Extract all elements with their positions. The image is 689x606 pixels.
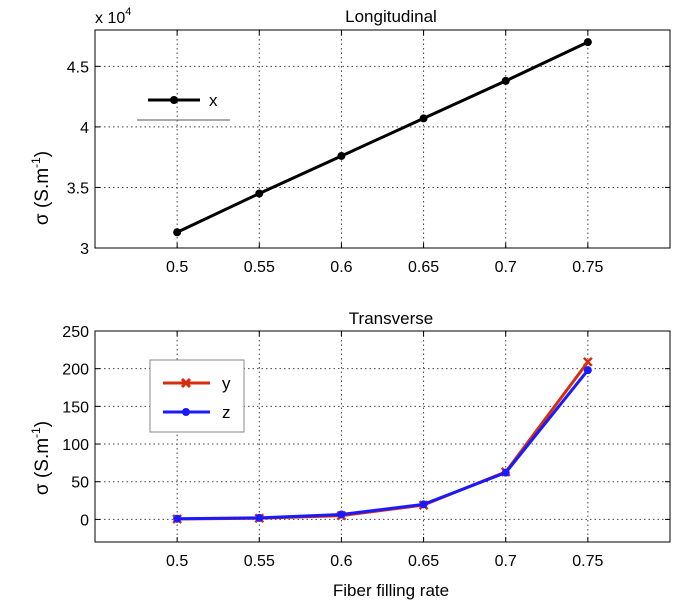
data-point-z (583, 366, 592, 375)
y-tick-label: 50 (71, 475, 89, 492)
legend-marker-x (170, 96, 178, 104)
data-point-x (419, 114, 428, 123)
y-tick-label: 4 (80, 120, 89, 137)
x-tick-label: 0.75 (572, 259, 603, 276)
x-tick-label: 0.5 (166, 553, 188, 570)
legend-label-x: x (209, 91, 218, 110)
data-point-z (419, 500, 428, 509)
data-point-z (173, 514, 182, 523)
legend-marker-y (180, 377, 192, 389)
x-tick-label: 0.5 (166, 259, 188, 276)
data-point-x (337, 151, 346, 160)
legend: y z (149, 359, 245, 433)
legend-box (149, 359, 245, 433)
data-point-x (173, 228, 182, 237)
y-tick-label: 200 (62, 362, 89, 379)
x-tick-label: 0.7 (495, 259, 517, 276)
data-point-z (337, 510, 346, 519)
y-multiplier: x 104 (95, 6, 131, 27)
chart-title: Longitudinal (345, 7, 437, 26)
x-tick-label: 0.7 (495, 553, 517, 570)
series-line-z (177, 369, 590, 521)
data-point-z (255, 513, 264, 522)
data-point-z (501, 468, 510, 477)
x-tick-label: 0.55 (244, 259, 275, 276)
data-point-x (255, 189, 264, 198)
x-tick-label: 0.6 (330, 259, 352, 276)
y-tick-label: 150 (62, 399, 89, 416)
series-line-x (176, 40, 589, 234)
y-tick-label: 4.5 (67, 59, 89, 76)
plot-area-frame (94, 330, 671, 543)
data-point-y (582, 357, 593, 367)
x-tick-label: 0.65 (408, 553, 439, 570)
y-axis-label: σ (S.m-1) (29, 151, 53, 225)
legend: x (137, 91, 230, 121)
x-tick-label: 0.6 (330, 553, 352, 570)
plot-area-frame (94, 29, 671, 249)
transverse-panel: Transverse σ (S.m-1) Fiber filling rate … (29, 309, 671, 600)
chart-title: Transverse (349, 309, 433, 328)
longitudinal-panel: Longitudinal x 104 σ (S.m-1) 0.5 0.55 0.6 0… (29, 6, 671, 276)
y-tick-label: 250 (62, 324, 89, 341)
legend-label-z: z (222, 403, 231, 422)
y-tick-label: 3 (80, 241, 89, 258)
legend-marker-z (182, 408, 190, 416)
y-axis-label: σ (S.m-1) (29, 421, 53, 495)
y-tick-label: 100 (62, 437, 89, 454)
x-tick-label: 0.65 (408, 259, 439, 276)
data-point-x (501, 76, 510, 85)
data-point-x (583, 38, 592, 47)
x-tick-label: 0.55 (244, 553, 275, 570)
x-tick-label: 0.75 (572, 553, 603, 570)
y-tick-label: 3.5 (67, 180, 89, 197)
legend-label-y: y (222, 374, 231, 393)
x-axis-label: Fiber filling rate (333, 581, 449, 600)
y-tick-label: 0 (80, 512, 89, 529)
